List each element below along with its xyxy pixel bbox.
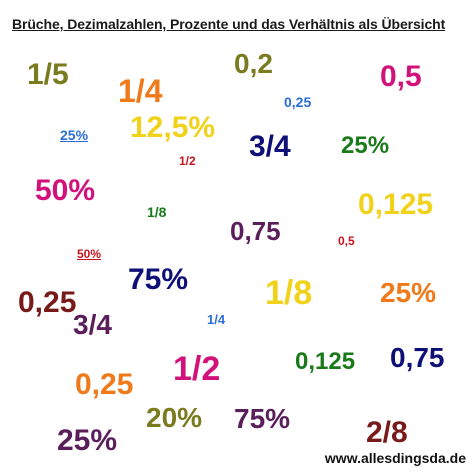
term-decimal-0-5: 0,5: [338, 234, 355, 248]
term-fraction-1-8: 1/8: [147, 204, 167, 220]
term-fraction-1-2: 1/2: [173, 350, 221, 388]
term-decimal-0-5: 0,5: [380, 60, 422, 93]
term-percent-75: 75%: [234, 403, 291, 434]
term-percent-50: 50%: [77, 247, 102, 261]
term-decimal-0-125: 0,125: [358, 188, 434, 221]
term-percent-25: 25%: [57, 424, 118, 457]
term-percent-75: 75%: [128, 263, 189, 296]
term-fraction-1-5: 1/5: [27, 58, 69, 91]
term-percent-12-5: 12,5%: [130, 111, 216, 144]
term-percent-25: 25%: [341, 132, 390, 159]
term-fraction-1-8: 1/8: [265, 274, 313, 312]
term-decimal-0-25: 0,25: [284, 94, 312, 110]
term-decimal-0-2: 0,2: [234, 48, 273, 79]
term-fraction-1-4: 1/4: [118, 73, 163, 109]
poster-title: Brüche, Dezimalzahlen, Prozente und das …: [12, 16, 446, 32]
term-percent-50: 50%: [35, 174, 96, 207]
term-decimal-0-25: 0,25: [75, 368, 134, 401]
term-decimal-0-125: 0,125: [295, 348, 356, 375]
term-decimal-0-75: 0,75: [230, 216, 281, 246]
term-percent-20: 20%: [146, 402, 203, 433]
term-decimal-0-75: 0,75: [390, 342, 445, 373]
term-percent-25: 25%: [380, 277, 437, 308]
term-fraction-1-4: 1/4: [207, 312, 226, 327]
term-fraction-2-8: 2/8: [366, 416, 408, 449]
term-decimal-0-25: 0,25: [18, 286, 77, 319]
term-fraction-1-2: 1/2: [179, 154, 196, 168]
term-percent-25: 25%: [60, 127, 89, 143]
term-fraction-3-4: 3/4: [249, 130, 291, 163]
term-fraction-3-4: 3/4: [73, 309, 112, 340]
website-url: www.allesdingsda.de: [324, 450, 466, 466]
